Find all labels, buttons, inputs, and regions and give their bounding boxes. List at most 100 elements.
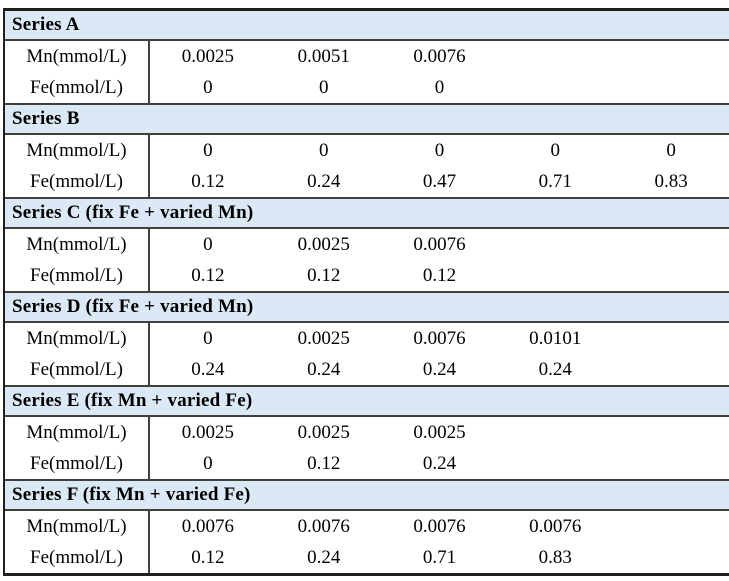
fe-value: 0.12 bbox=[422, 264, 457, 286]
fe-value: 0.71 bbox=[538, 170, 572, 192]
mn-value: 0.0076 bbox=[181, 515, 235, 537]
fe-value: 0.24 bbox=[422, 452, 457, 474]
fe-value bbox=[497, 448, 613, 479]
row-label-fe: Fe(mmol/L) bbox=[5, 260, 150, 291]
row-label-mn: Mn(mmol/L) bbox=[5, 229, 150, 260]
fe-value bbox=[613, 260, 729, 291]
mn-value: 0.0025 bbox=[297, 421, 350, 443]
fe-value: 0.24 bbox=[307, 358, 341, 380]
mn-value: 0 bbox=[666, 139, 676, 161]
series-b-section: Series B Mn(mmol/L) 0 0 0 0 0 Fe(mmol/L)… bbox=[5, 105, 729, 199]
series-d-section: Series D (fix Fe + varied Mn) Mn(mmol/L)… bbox=[5, 293, 729, 387]
mn-value bbox=[613, 417, 729, 448]
fe-value bbox=[497, 72, 613, 103]
fe-value bbox=[613, 448, 729, 479]
mn-value bbox=[497, 41, 613, 72]
row-label-fe: Fe(mmol/L) bbox=[5, 72, 150, 103]
fe-value: 0.12 bbox=[191, 546, 225, 568]
fe-row: Fe(mmol/L) 0.12 0.12 0.12 bbox=[5, 260, 729, 291]
fe-row: Fe(mmol/L) 0 0 0 bbox=[5, 72, 729, 103]
fe-value: 0.12 bbox=[307, 452, 341, 474]
row-label-mn: Mn(mmol/L) bbox=[5, 41, 150, 72]
row-label-fe: Fe(mmol/L) bbox=[5, 354, 150, 385]
mn-value bbox=[497, 229, 613, 260]
mn-value bbox=[613, 511, 729, 542]
series-f-header: Series F (fix Mn + varied Fe) bbox=[5, 481, 729, 511]
mn-value: 0.0101 bbox=[529, 327, 582, 349]
series-title: Series E (fix Mn + varied Fe) bbox=[12, 390, 253, 411]
mn-value bbox=[613, 229, 729, 260]
mn-value: 0.0076 bbox=[413, 233, 466, 255]
mn-value: 0.0076 bbox=[297, 515, 350, 537]
fe-value: 0 bbox=[434, 76, 445, 98]
mn-value: 0 bbox=[203, 139, 213, 161]
mn-row: Mn(mmol/L) 0.0076 0.0076 0.0076 0.0076 bbox=[5, 511, 729, 542]
fe-value bbox=[497, 260, 613, 291]
series-a-header: Series A bbox=[5, 11, 729, 41]
mn-row: Mn(mmol/L) 0 0.0025 0.0076 0.0101 bbox=[5, 323, 729, 354]
series-e-header: Series E (fix Mn + varied Fe) bbox=[5, 387, 729, 417]
series-title: Series C (fix Fe + varied Mn) bbox=[12, 202, 254, 223]
fe-value bbox=[613, 542, 729, 573]
series-f-section: Series F (fix Mn + varied Fe) Mn(mmol/L)… bbox=[5, 481, 729, 576]
fe-row: Fe(mmol/L) 0 0.12 0.24 bbox=[5, 448, 729, 479]
series-d-header: Series D (fix Fe + varied Mn) bbox=[5, 293, 729, 323]
fe-value: 0 bbox=[203, 452, 213, 474]
mn-value: 0.0025 bbox=[413, 421, 466, 443]
fe-value: 0.12 bbox=[191, 264, 225, 286]
fe-value: 0.83 bbox=[538, 546, 572, 568]
row-label-fe: Fe(mmol/L) bbox=[5, 166, 150, 197]
fe-value: 0.24 bbox=[538, 358, 572, 380]
mn-value: 0.0025 bbox=[297, 327, 350, 349]
mn-value bbox=[613, 41, 729, 72]
series-title: Series D (fix Fe + varied Mn) bbox=[12, 296, 254, 317]
mn-value: 0.0076 bbox=[413, 515, 466, 537]
row-label-fe: Fe(mmol/L) bbox=[5, 542, 150, 573]
fe-value: 0 bbox=[318, 76, 329, 98]
mn-value: 0.0025 bbox=[181, 421, 235, 443]
mn-value: 0 bbox=[203, 233, 213, 255]
series-title: Series A bbox=[12, 14, 80, 35]
fe-value: 0.24 bbox=[307, 170, 341, 192]
mn-value bbox=[613, 323, 729, 354]
mn-value: 0.0025 bbox=[297, 233, 350, 255]
row-label-mn: Mn(mmol/L) bbox=[5, 417, 150, 448]
fe-value bbox=[613, 72, 729, 103]
mn-value: 0 bbox=[550, 139, 561, 161]
fe-value: 0.47 bbox=[422, 170, 457, 192]
fe-value: 0.12 bbox=[191, 170, 225, 192]
mn-value: 0.0076 bbox=[413, 327, 466, 349]
fe-value: 0.24 bbox=[422, 358, 457, 380]
fe-value: 0.24 bbox=[191, 358, 225, 380]
row-label-mn: Mn(mmol/L) bbox=[5, 511, 150, 542]
fe-row: Fe(mmol/L) 0.24 0.24 0.24 0.24 bbox=[5, 354, 729, 385]
series-a-section: Series A Mn(mmol/L) 0.0025 0.0051 0.0076… bbox=[5, 11, 729, 105]
mn-value: 0.0025 bbox=[181, 45, 235, 67]
mn-value bbox=[497, 417, 613, 448]
mn-value: 0 bbox=[318, 139, 329, 161]
mn-row: Mn(mmol/L) 0 0 0 0 0 bbox=[5, 135, 729, 166]
fe-value: 0 bbox=[203, 76, 213, 98]
row-label-mn: Mn(mmol/L) bbox=[5, 135, 150, 166]
mn-value: 0 bbox=[203, 327, 213, 349]
fe-value: 0.12 bbox=[307, 264, 341, 286]
series-c-section: Series C (fix Fe + varied Mn) Mn(mmol/L)… bbox=[5, 199, 729, 293]
series-concentration-table: Series A Mn(mmol/L) 0.0025 0.0051 0.0076… bbox=[3, 8, 729, 576]
series-b-header: Series B bbox=[5, 105, 729, 135]
series-title: Series B bbox=[12, 108, 80, 129]
mn-value: 0.0076 bbox=[413, 45, 466, 67]
mn-row: Mn(mmol/L) 0 0.0025 0.0076 bbox=[5, 229, 729, 260]
row-label-mn: Mn(mmol/L) bbox=[5, 323, 150, 354]
series-title: Series F (fix Mn + varied Fe) bbox=[12, 484, 251, 505]
series-c-header: Series C (fix Fe + varied Mn) bbox=[5, 199, 729, 229]
series-e-section: Series E (fix Mn + varied Fe) Mn(mmol/L)… bbox=[5, 387, 729, 481]
row-label-fe: Fe(mmol/L) bbox=[5, 448, 150, 479]
fe-value bbox=[613, 354, 729, 385]
fe-row: Fe(mmol/L) 0.12 0.24 0.71 0.83 bbox=[5, 542, 729, 573]
mn-value: 0 bbox=[434, 139, 445, 161]
mn-value: 0.0051 bbox=[297, 45, 350, 67]
mn-row: Mn(mmol/L) 0.0025 0.0051 0.0076 bbox=[5, 41, 729, 72]
fe-row: Fe(mmol/L) 0.12 0.24 0.47 0.71 0.83 bbox=[5, 166, 729, 197]
mn-value: 0.0076 bbox=[529, 515, 582, 537]
